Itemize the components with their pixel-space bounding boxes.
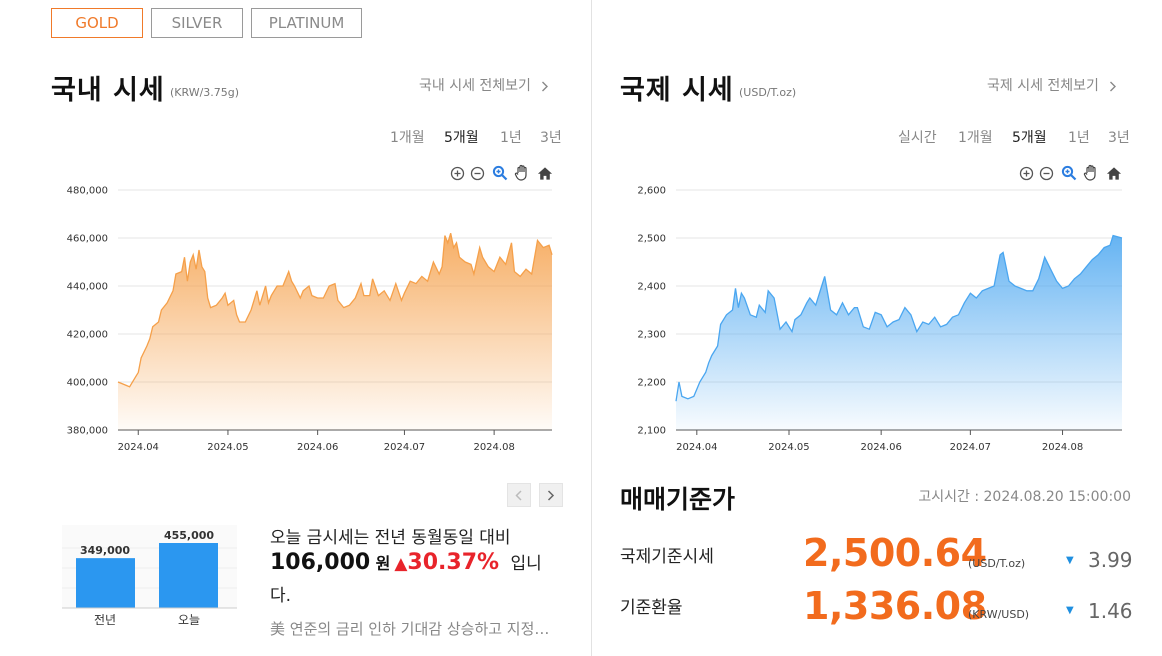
x-tick-label: 2024.07	[950, 442, 991, 453]
domestic-title: 국내 시세	[51, 75, 165, 106]
magnify-icon[interactable]	[492, 165, 508, 181]
bar-today	[159, 543, 218, 608]
standard-price-title: 매매기준가	[620, 485, 736, 514]
chevron-left-icon	[515, 489, 522, 501]
summary-unit: 원	[375, 554, 391, 573]
y-tick-label: 480,000	[67, 186, 108, 197]
price-area	[118, 233, 552, 430]
x-tick-label: 2024.05	[768, 442, 809, 453]
domestic-view-all-label: 국내 시세 전체보기	[419, 78, 531, 94]
tab-silver[interactable]: SILVER	[151, 8, 243, 38]
x-tick-label: 2024.04	[676, 442, 717, 453]
price-line	[117, 233, 553, 388]
x-tick-label: 2024.06	[297, 442, 338, 453]
domestic-price-chart: 480,000 460,000 440,000 420,000 400,000 380,0…	[67, 186, 553, 453]
pan-hand-icon[interactable]	[514, 164, 530, 181]
bar-category-today: 오늘	[177, 613, 201, 627]
news-headline-link[interactable]: 美 연준의 금리 인하 기대감 상승하고 지정학적 리스크 고조	[270, 620, 555, 638]
panel-divider	[591, 0, 592, 656]
y-tick-label: 2,200	[637, 378, 666, 389]
y-tick-label: 2,600	[637, 186, 666, 197]
domestic-period-1m[interactable]: 1개월	[390, 130, 425, 146]
summary-change: 106,000 원 ▲30.37% 입니	[270, 549, 542, 575]
std-row-intl-label: 국제기준시세	[620, 547, 714, 567]
summary-diff: 106,000	[270, 550, 371, 575]
zoom-in-icon[interactable]	[1018, 165, 1034, 181]
chevron-right-icon	[1110, 81, 1117, 91]
x-tick-label: 2024.04	[118, 442, 159, 453]
y-tick-label: 380,000	[67, 426, 108, 437]
zoom-out-icon[interactable]	[469, 165, 485, 181]
bar-label-last-year: 349,000	[79, 544, 131, 557]
summary-percent: 30.37%	[407, 550, 500, 575]
chevron-right-icon	[547, 489, 555, 501]
zoom-out-icon[interactable]	[1038, 165, 1054, 181]
magnify-icon[interactable]	[1061, 165, 1077, 181]
x-tick-label: 2024.08	[1042, 442, 1083, 453]
price-area	[676, 235, 1122, 430]
bar-label-today: 455,000	[163, 529, 215, 542]
down-arrow-icon: ▼	[1066, 555, 1074, 566]
intl-period-1m[interactable]: 1개월	[958, 130, 993, 146]
std-row-fx-unit: (KRW/USD)	[968, 608, 1030, 621]
y-tick-label: 460,000	[67, 234, 108, 245]
bar-last-year	[76, 558, 135, 608]
home-icon[interactable]	[1106, 165, 1122, 181]
international-title: 국제 시세	[620, 75, 734, 106]
domestic-period-1y[interactable]: 1년	[500, 130, 522, 146]
intl-period-realtime[interactable]: 실시간	[898, 130, 937, 146]
std-row-fx-value: 1,336.08	[803, 584, 987, 628]
x-tick-label: 2024.08	[473, 442, 514, 453]
x-tick-label: 2024.05	[207, 442, 248, 453]
tab-platinum[interactable]: PLATINUM	[251, 8, 362, 38]
y-tick-label: 2,400	[637, 282, 666, 293]
intl-period-3y[interactable]: 3년	[1108, 130, 1130, 146]
international-view-all-link[interactable]: 국제 시세 전체보기	[987, 75, 1117, 95]
x-tick-label: 2024.06	[860, 442, 901, 453]
domestic-view-all-link[interactable]: 국내 시세 전체보기	[419, 75, 549, 95]
y-tick-label: 2,300	[637, 330, 666, 341]
down-arrow-icon: ▼	[1066, 605, 1074, 616]
summary-up-arrow-icon: ▲	[394, 554, 408, 574]
home-icon[interactable]	[537, 165, 553, 181]
bar-category-last-year: 전년	[93, 613, 117, 627]
std-row-intl-unit: (USD/T.oz)	[968, 557, 1026, 570]
pager-prev-button[interactable]	[507, 483, 531, 507]
std-row-intl-value: 2,500.64	[803, 531, 987, 575]
price-line	[675, 234, 1123, 402]
pan-hand-icon[interactable]	[1083, 164, 1099, 181]
y-tick-label: 440,000	[67, 282, 108, 293]
y-tick-label: 2,100	[637, 426, 666, 437]
domestic-period-5m[interactable]: 5개월	[444, 130, 479, 146]
chevron-right-icon	[542, 81, 549, 91]
international-view-all-label: 국제 시세 전체보기	[987, 78, 1099, 94]
yoy-bar-chart	[62, 525, 237, 609]
summary-intro: 오늘 금시세는 전년 동월동일 대비	[270, 528, 511, 548]
std-row-fx-label: 기준환율	[620, 598, 683, 618]
zoom-in-icon[interactable]	[449, 165, 465, 181]
intl-period-1y[interactable]: 1년	[1068, 130, 1090, 146]
domestic-period-3y[interactable]: 3년	[540, 130, 562, 146]
intl-period-5m[interactable]: 5개월	[1012, 130, 1047, 146]
y-tick-label: 2,500	[637, 234, 666, 245]
domestic-unit: (KRW/3.75g)	[170, 86, 240, 99]
tab-gold[interactable]: GOLD	[51, 8, 143, 38]
y-tick-label: 420,000	[67, 330, 108, 341]
pager-next-button[interactable]	[539, 483, 563, 507]
y-tick-label: 400,000	[67, 378, 108, 389]
summary-end: 다.	[270, 586, 292, 606]
international-price-chart: 2,600 2,500 2,400 2,300 2,200 2,100 2024.04 202…	[637, 186, 1123, 453]
std-row-fx-change: 1.46	[1088, 599, 1133, 623]
std-row-intl-change: 3.99	[1088, 548, 1133, 572]
standard-notice-time: 고시시간 : 2024.08.20 15:00:00	[918, 489, 1131, 505]
summary-suffix: 입니	[510, 554, 542, 574]
international-unit: (USD/T.oz)	[739, 86, 797, 99]
x-tick-label: 2024.07	[384, 442, 425, 453]
